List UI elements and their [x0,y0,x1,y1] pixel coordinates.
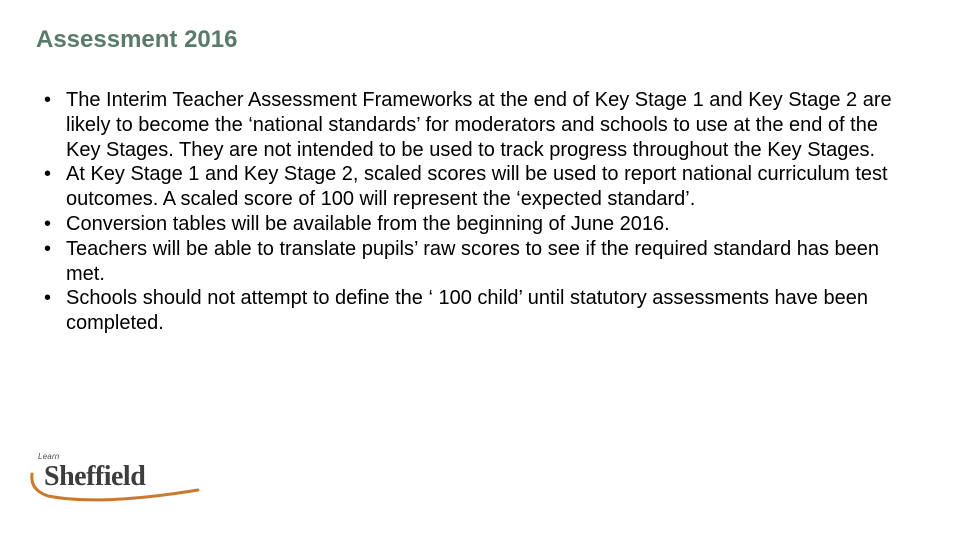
slide: Assessment 2016 The Interim Teacher Asse… [0,0,960,540]
list-item: Schools should not attempt to define the… [36,286,916,336]
slide-title: Assessment 2016 [36,26,237,54]
logo: Learn Sheffield [36,452,206,502]
list-item: Teachers will be able to translate pupil… [36,237,916,287]
bullet-region: The Interim Teacher Assessment Framework… [36,88,916,336]
list-item: At Key Stage 1 and Key Stage 2, scaled s… [36,162,916,212]
logo-main-text: Sheffield [44,461,145,493]
bullet-list: The Interim Teacher Assessment Framework… [36,88,916,336]
list-item: The Interim Teacher Assessment Framework… [36,88,916,162]
list-item: Conversion tables will be available from… [36,212,916,237]
